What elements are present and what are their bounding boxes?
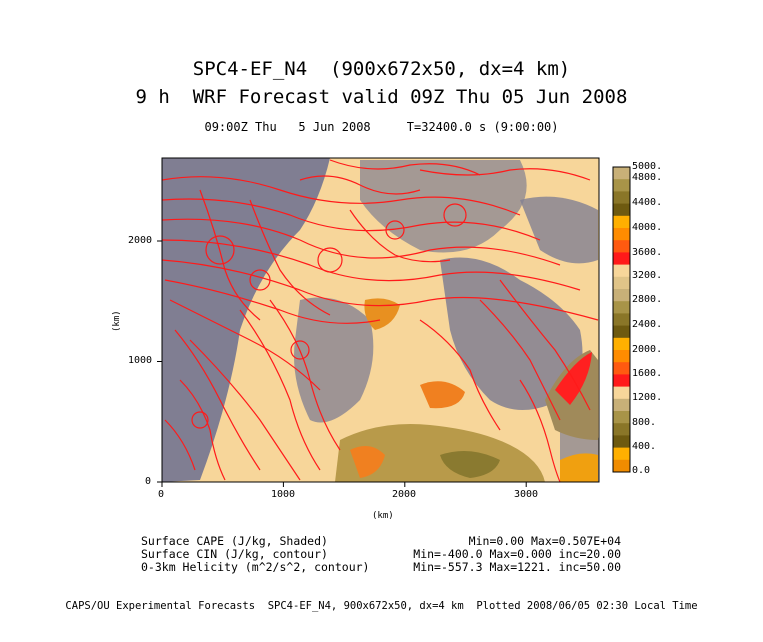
colorbar-swatch bbox=[613, 228, 630, 241]
colorbar-label: 4400. bbox=[632, 197, 663, 208]
y-tick-label: 0 bbox=[145, 476, 152, 487]
chart-title: SPC4-EF_N4 (900x672x50, dx=4 km) bbox=[192, 58, 571, 80]
colorbar-label: 800. bbox=[632, 417, 657, 428]
legend-cape-name: Surface CAPE (J/kg, Shaded) bbox=[141, 534, 328, 548]
colorbar-swatch bbox=[613, 215, 630, 229]
x-tick-label: 3000 bbox=[514, 489, 539, 500]
legend-cin-name: Surface CIN (J/kg, contour) bbox=[141, 547, 328, 561]
x-axis-ticks bbox=[161, 482, 527, 487]
colorbar-swatch bbox=[613, 240, 630, 253]
x-tick-label: 2000 bbox=[392, 489, 417, 500]
x-axis-label: (km) bbox=[372, 511, 394, 521]
footer-note: CAPS/OU Experimental Forecasts SPC4-EF_N… bbox=[65, 600, 698, 612]
x-tick-label: 1000 bbox=[271, 489, 296, 500]
y-tick-label: 1000 bbox=[128, 355, 153, 366]
colorbar-label: 2400. bbox=[632, 319, 663, 330]
colorbar-label: 4800. bbox=[632, 172, 663, 183]
colorbar-swatch bbox=[613, 386, 630, 400]
colorbar-label: 3600. bbox=[632, 247, 663, 258]
colorbar-swatch bbox=[613, 435, 630, 449]
legend-cin-stats: Min=-400.0 Max=0.000 inc=20.00 bbox=[413, 547, 621, 561]
colorbar-swatch bbox=[613, 350, 630, 363]
colorbar-swatch bbox=[613, 313, 630, 327]
colorbar-swatch bbox=[613, 374, 630, 388]
y-tick-label: 2000 bbox=[128, 235, 153, 246]
legend-cape-stats: Min=0.00 Max=0.507E+04 bbox=[468, 534, 621, 548]
colorbar-label: 4000. bbox=[632, 222, 663, 233]
colorbar-label: 2800. bbox=[632, 294, 663, 305]
colorbar-label: 1600. bbox=[632, 368, 663, 379]
colorbar-swatch bbox=[613, 411, 630, 424]
colorbar-swatch bbox=[613, 203, 630, 217]
colorbar-swatch bbox=[613, 264, 630, 278]
plot-frame bbox=[161, 157, 600, 483]
x-tick-label: 0 bbox=[158, 489, 165, 500]
colorbar-swatch bbox=[613, 301, 630, 314]
colorbar-swatch bbox=[613, 179, 630, 192]
colorbar-swatch bbox=[613, 459, 630, 473]
chart-subtitle: 9 h WRF Forecast valid 09Z Thu 05 Jun 20… bbox=[135, 86, 628, 108]
colorbar bbox=[613, 167, 630, 473]
colorbar-label: 400. bbox=[632, 441, 657, 452]
legend-helicity-stats: Min=-557.3 Max=1221. inc=50.00 bbox=[413, 560, 621, 574]
colorbar-swatch bbox=[613, 398, 630, 412]
helicity-contours bbox=[162, 159, 599, 482]
colorbar-swatch bbox=[613, 337, 630, 351]
colorbar-swatch bbox=[613, 362, 630, 375]
colorbar-swatch bbox=[613, 289, 630, 302]
colorbar-label: 5000. bbox=[632, 161, 663, 172]
colorbar-label: 1200. bbox=[632, 392, 663, 403]
colorbar-swatch bbox=[613, 447, 630, 461]
valid-time-label: 09:00Z Thu 5 Jun 2008 T=32400.0 s (9:00:… bbox=[204, 120, 559, 134]
y-axis-label: (km) bbox=[112, 310, 122, 332]
colorbar-swatch bbox=[613, 252, 630, 266]
colorbar-frame bbox=[612, 166, 631, 473]
legend-helicity-name: 0-3km Helicity (m^2/s^2, contour) bbox=[141, 560, 370, 574]
colorbar-label: 0.0 bbox=[632, 465, 651, 476]
colorbar-swatch bbox=[613, 167, 630, 180]
colorbar-label: 3200. bbox=[632, 270, 663, 281]
colorbar-swatch bbox=[613, 325, 630, 339]
colorbar-label: 2000. bbox=[632, 344, 663, 355]
colorbar-swatch bbox=[613, 423, 630, 436]
colorbar-swatch bbox=[613, 276, 630, 290]
y-axis-ticks bbox=[157, 240, 162, 483]
colorbar-swatch bbox=[613, 191, 630, 205]
